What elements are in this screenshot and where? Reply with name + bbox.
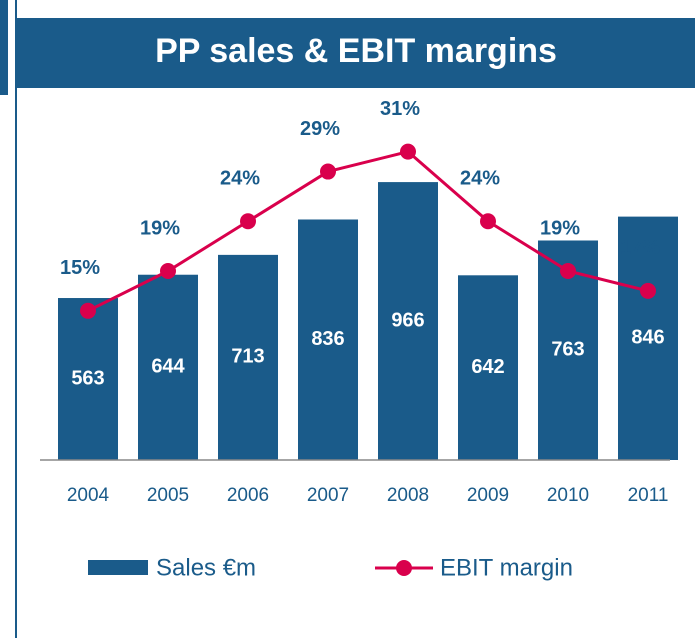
line-value-label: 24% (460, 168, 500, 190)
x-tick-label: 2008 (387, 485, 429, 506)
bar-value-label: 563 (71, 367, 104, 389)
line-value-label: 15% (60, 257, 100, 279)
line-marker (560, 263, 576, 280)
bar-value-label: 763 (551, 339, 584, 361)
bar (298, 219, 358, 460)
line-value-label: 31% (380, 98, 420, 120)
line-marker (160, 263, 176, 280)
line-marker (640, 282, 656, 299)
x-tick-label: 2005 (147, 485, 189, 506)
line-marker (80, 302, 96, 319)
legend-swatch (396, 560, 412, 576)
bar (618, 216, 678, 460)
bar (218, 254, 278, 460)
header-band (17, 18, 695, 88)
x-tick-label: 2006 (227, 485, 269, 506)
line-marker (320, 163, 336, 180)
bar (378, 182, 438, 460)
line-value-label: 29% (300, 118, 340, 140)
legend-label: Sales €m (156, 554, 256, 581)
line-marker (480, 213, 496, 230)
x-tick-label: 2011 (628, 485, 669, 506)
legend-swatch (88, 560, 148, 575)
chart-title: PP sales & EBIT margins (155, 32, 557, 70)
line-value-label: 17% (620, 237, 660, 259)
line (87, 150, 649, 313)
line-value-label: 19% (140, 217, 180, 239)
line-marker (400, 143, 416, 160)
line-marker (240, 213, 256, 230)
bar-value-label: 642 (471, 356, 504, 378)
bar (58, 298, 118, 460)
bar-value-label: 836 (311, 328, 344, 350)
bar-value-label: 966 (391, 309, 424, 331)
bar-value-label: 644 (151, 356, 185, 378)
bar (458, 275, 518, 460)
bar (138, 274, 198, 460)
x-tick-label: 2009 (467, 485, 509, 506)
legend-label: EBIT margin (440, 554, 573, 581)
edge-strip (0, 0, 8, 95)
x-tick-label: 2007 (307, 485, 349, 506)
x-tick-label: 2004 (67, 485, 110, 506)
line-value-label: 24% (220, 168, 260, 190)
line-value-label: 19% (540, 217, 580, 239)
bar-value-label: 713 (231, 346, 264, 368)
x-tick-label: 2010 (547, 485, 589, 506)
bar-value-label: 846 (631, 327, 664, 349)
